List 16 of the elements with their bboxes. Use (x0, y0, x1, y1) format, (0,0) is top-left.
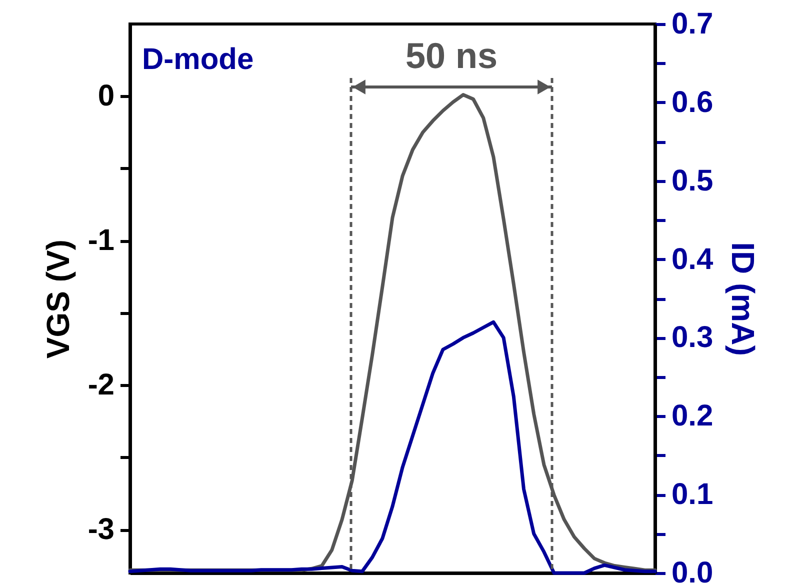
y-tick-label: -1 (88, 224, 114, 258)
y-tick-label: -2 (88, 368, 114, 402)
annotation: D-mode (142, 43, 254, 76)
y2-tick-label: 0.2 (672, 400, 714, 433)
y-tick-label: 0 (98, 80, 114, 113)
y2-tick-label: 0.5 (672, 164, 714, 198)
y2-tick-label: 0.1 (672, 478, 714, 512)
y2-tick-label: 0.4 (672, 242, 714, 276)
y-axis-title: VGS (V) (40, 239, 76, 359)
y2-tick-label: 0.7 (672, 8, 714, 40)
y2-tick-label: 0.0 (672, 556, 714, 586)
y2-tick-label: 0.6 (672, 86, 714, 119)
y-tick-label: -3 (88, 513, 114, 546)
annotation: 50 ns (405, 35, 498, 76)
y2-axis-title: ID (mA) (725, 242, 762, 356)
y2-tick-label: 0.3 (672, 321, 714, 354)
